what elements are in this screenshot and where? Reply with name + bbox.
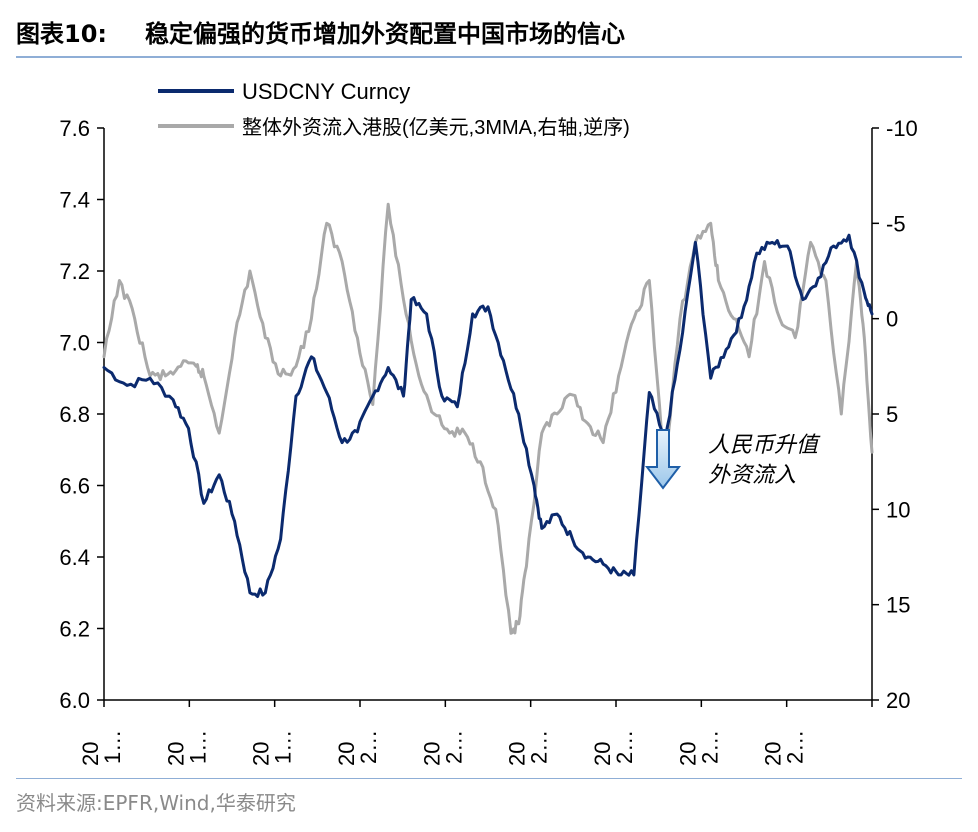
- chart-title-text: 稳定偏强的货币增加外资配置中国市场的信心: [145, 20, 625, 48]
- legend: USDCNY Curncy 整体外资流入港股(亿美元,3MMA,右轴,逆序): [158, 79, 630, 139]
- series-layer: [102, 202, 874, 635]
- x-axis-tick-label-suffix: 1…: [185, 730, 210, 764]
- x-axis-tick-label: 202…: [761, 730, 808, 766]
- x-axis-tick-label: 201…: [163, 730, 210, 766]
- x-axis-tick-label-year: 20: [163, 742, 188, 766]
- x-axis-tick-label-year: 20: [334, 742, 359, 766]
- right-axis-tick-label: -10: [886, 116, 918, 141]
- legend-label-foreign-inflow: 整体外资流入港股(亿美元,3MMA,右轴,逆序): [242, 116, 630, 139]
- left-axis-tick-label: 6.6: [59, 474, 90, 499]
- right-axis-tick-label: -5: [886, 211, 906, 236]
- title-divider: [16, 56, 962, 58]
- left-axis-tick-label: 7.4: [59, 188, 90, 213]
- right-axis-tick-label: 10: [886, 497, 910, 522]
- down-arrow-icon: [644, 429, 682, 490]
- source-divider: [16, 778, 962, 779]
- annotation: 人民币升值 外资流入: [644, 429, 821, 490]
- series-line-usdcny: [102, 233, 874, 598]
- x-axis-tick-label-suffix: 2…: [783, 730, 808, 764]
- series-line-foreign-inflow: [102, 202, 874, 635]
- source-note: 资料来源:EPFR,Wind,华泰研究: [16, 791, 296, 815]
- x-axis-tick-label-year: 20: [249, 742, 274, 766]
- x-axis-tick-label-suffix: 2…: [612, 730, 637, 764]
- left-axis-tick-label: 6.2: [59, 617, 90, 642]
- x-axis-tick-label-suffix: 2…: [527, 730, 552, 764]
- left-axis-tick-label: 6.0: [59, 688, 90, 713]
- right-axis-tick-label: 20: [886, 688, 910, 713]
- x-axis-tick-label-suffix: 1…: [271, 730, 296, 764]
- x-axis-tick-label-year: 20: [590, 742, 615, 766]
- chart-title: 图表10: 稳定偏强的货币增加外资配置中国市场的信心: [16, 14, 625, 49]
- x-axis-tick-label: 202…: [419, 730, 466, 766]
- left-axis-tick-label: 6.8: [59, 402, 90, 427]
- right-axis-tick-label: 0: [886, 307, 898, 332]
- axes: 6.0 6.2 6.4 6.6 6.8 7.0 7.2 7.4 7.6 -10 -5 0 5 10 15 20…: [59, 116, 917, 766]
- x-axis-tick-label-year: 20: [675, 742, 700, 766]
- x-axis-tick-label-suffix: 1…: [100, 730, 125, 764]
- x-axis-tick-label: 202…: [675, 730, 722, 766]
- left-axis-tick-label: 7.6: [59, 116, 90, 141]
- right-axis-tick-label: 5: [886, 402, 898, 427]
- x-axis-tick-label: 201…: [78, 730, 125, 766]
- annotation-line1: 人民币升值: [708, 432, 821, 457]
- x-axis-tick-label: 202…: [590, 730, 637, 766]
- x-axis-tick-label: 202…: [505, 730, 552, 766]
- x-axis-tick-label-year: 20: [419, 742, 444, 766]
- x-axis-tick-label-year: 20: [761, 742, 786, 766]
- x-axis-tick-label-year: 20: [505, 742, 530, 766]
- left-axis-tick-label: 6.4: [59, 545, 90, 570]
- x-axis-tick-label-suffix: 2…: [356, 730, 381, 764]
- x-axis-tick-label-suffix: 2…: [441, 730, 466, 764]
- annotation-line2: 外资流入: [708, 462, 796, 487]
- left-axis-tick-label: 7.0: [59, 331, 90, 356]
- x-axis-tick-label-year: 20: [78, 742, 103, 766]
- chart-title-label: 图表10:: [16, 20, 107, 48]
- x-axis-tick-label-suffix: 2…: [697, 730, 722, 764]
- x-axis-tick-label: 202…: [334, 730, 381, 766]
- right-axis-tick-label: 15: [886, 593, 910, 618]
- left-axis-tick-label: 7.2: [59, 259, 90, 284]
- legend-label-usdcny: USDCNY Curncy: [242, 79, 410, 104]
- x-axis-tick-label: 201…: [249, 730, 296, 766]
